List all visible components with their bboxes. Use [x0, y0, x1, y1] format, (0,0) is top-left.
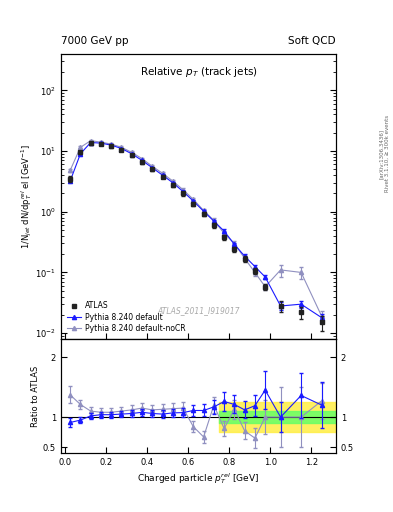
X-axis label: Charged particle $p_{T}^{rel}$ [GeV]: Charged particle $p_{T}^{rel}$ [GeV]: [138, 471, 259, 486]
Y-axis label: 1/N$_{jet}$ dN/dp$_{T}^{rel}$ el [GeV$^{-1}$]: 1/N$_{jet}$ dN/dp$_{T}^{rel}$ el [GeV$^{…: [19, 144, 34, 249]
Text: Soft QCD: Soft QCD: [288, 36, 336, 46]
Text: [arXiv:1306.3436]: [arXiv:1306.3436]: [379, 129, 384, 179]
Text: Relative $p_T$ (track jets): Relative $p_T$ (track jets): [140, 65, 257, 79]
Text: Rivet 3.1.10, ≥ 300k events: Rivet 3.1.10, ≥ 300k events: [385, 115, 389, 192]
Legend: ATLAS, Pythia 8.240 default, Pythia 8.240 default-noCR: ATLAS, Pythia 8.240 default, Pythia 8.24…: [65, 299, 187, 335]
Text: ATLAS_2011_I919017: ATLAS_2011_I919017: [157, 306, 240, 315]
Text: 7000 GeV pp: 7000 GeV pp: [61, 36, 129, 46]
Y-axis label: Ratio to ATLAS: Ratio to ATLAS: [31, 366, 40, 426]
